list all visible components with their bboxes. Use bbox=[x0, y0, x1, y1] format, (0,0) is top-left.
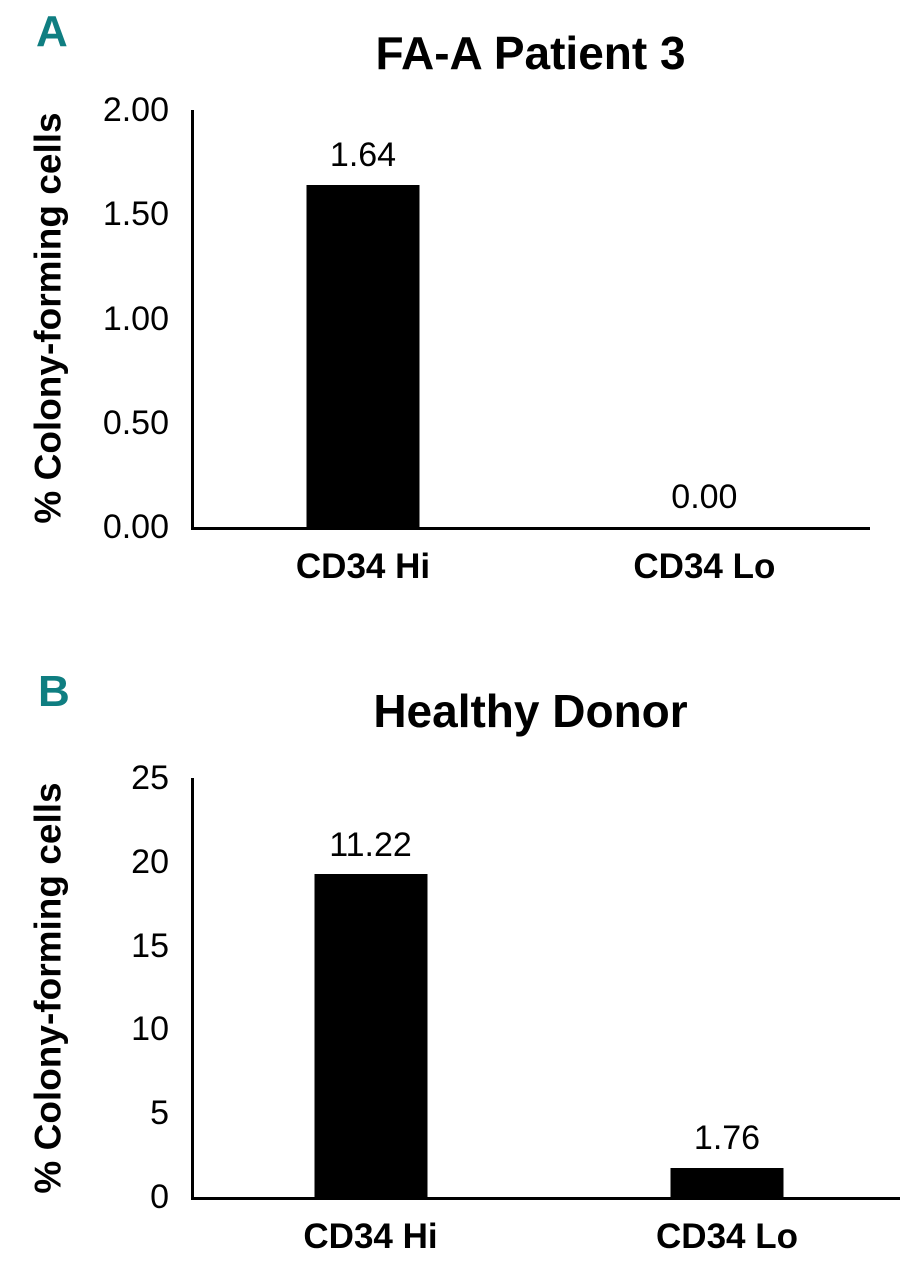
y-tick-label: 25 bbox=[131, 759, 169, 797]
panel-letter-b: B bbox=[38, 667, 70, 716]
category-label-cd34-hi: CD34 Hi bbox=[295, 547, 431, 586]
panel-letter-a: A bbox=[36, 7, 68, 56]
plot-area-b: 11.22 1.76 bbox=[191, 778, 900, 1200]
y-axis-title-a: % Colony-forming cells bbox=[27, 112, 69, 524]
bar-value-label: 11.22 bbox=[329, 825, 412, 864]
y-tick-label: 1.50 bbox=[102, 195, 169, 234]
chart-title-b: Healthy Donor bbox=[373, 685, 688, 737]
bar-cd34-lo: 1.76 bbox=[670, 1119, 784, 1197]
y-tick-label: 0 bbox=[150, 1178, 169, 1216]
y-tick-label: 10 bbox=[131, 1010, 169, 1049]
category-label-cd34-lo: CD34 Lo bbox=[633, 547, 776, 586]
category-label-cd34-lo: CD34 Lo bbox=[656, 1217, 798, 1256]
y-tick-label: 15 bbox=[131, 926, 169, 965]
y-tick-label: 0.00 bbox=[102, 508, 169, 546]
category-label-cd34-hi: CD34 Hi bbox=[303, 1217, 438, 1256]
bar-value-label: 1.64 bbox=[329, 136, 397, 175]
panel-b-healthy-donor: B Healthy Donor % Colony-forming cells 1… bbox=[0, 640, 913, 1280]
bar-cd34-hi: 11.22 bbox=[314, 826, 427, 1197]
y-axis-title-b: % Colony-forming cells bbox=[27, 782, 69, 1194]
chart-title-a: FA-A Patient 3 bbox=[375, 27, 686, 79]
bar-value-label: 1.76 bbox=[693, 1118, 761, 1157]
panel-a-fa-patient: A FA-A Patient 3 % Colony-forming cells … bbox=[27, 7, 870, 586]
plot-area-a: 1.64 0.00 bbox=[191, 110, 870, 530]
y-tick-label: 1.00 bbox=[102, 299, 169, 338]
y-tick-label: 20 bbox=[131, 842, 169, 881]
y-tick-label: 0.50 bbox=[102, 403, 169, 442]
bar-value-label: 0.00 bbox=[671, 478, 738, 517]
y-tick-label: 2.00 bbox=[102, 91, 169, 129]
bar-cd34-hi: 1.64 bbox=[306, 136, 420, 527]
y-tick-label: 5 bbox=[150, 1094, 169, 1133]
